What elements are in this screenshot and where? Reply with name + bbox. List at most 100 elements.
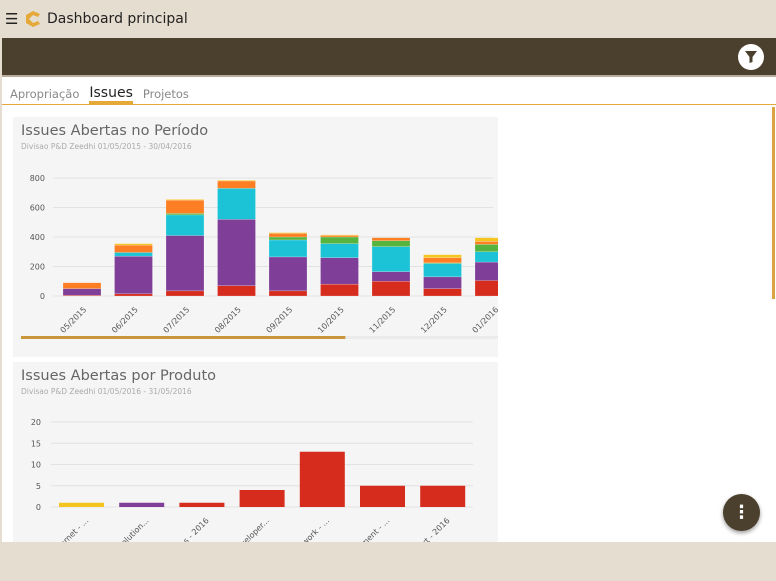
y-tick-label: 200 [30,263,45,272]
x-tick-label: 06/2015 [110,305,140,335]
bar-segment-cyan [114,252,153,257]
bar-segment-purple [217,219,256,286]
bar-segment-cyan [217,188,256,220]
bar [239,490,285,507]
x-tick-label: 09/2015 [265,305,295,335]
x-tick-label: 11/2015 [368,305,398,335]
x-tick-label: 07/2015 [162,305,192,335]
bar-segment-green [268,236,308,241]
x-tick-label: 08/2015 [213,305,243,335]
bar-chart: 0 5 10 15 20 Teknisa Cornet - ... Teknisa Solu… [31,418,473,542]
bar-segment-orange [114,244,153,253]
x-tick-label: Teknisa Cornet - ... [31,516,91,542]
bar-segment-red [165,290,205,297]
tab-bar: Apropriação Issues Projetos [2,77,776,105]
bar-segment-cyan [268,239,308,258]
bar-segment-green [320,236,359,244]
filter-icon [745,51,757,63]
hamburger-icon[interactable]: ☰ [5,10,19,28]
page-title: Dashboard principal [47,11,188,27]
x-tick-label: 12/2015 [419,305,449,335]
x-tick-label: Teknisa Solution... [92,516,150,542]
app-header: ☰ Dashboard principal [0,0,776,38]
bar-segment-red [423,288,462,297]
y-tick-label: 0 [40,292,45,301]
bar-segment-yellow [423,254,462,258]
chart-subtitle: Divisao P&D Zeedhi 01/05/2016 - 31/05/20… [21,387,192,396]
toolbar [2,38,776,75]
x-tick-label: 10/2015 [316,305,346,335]
bar-segment-cyan [320,243,359,258]
bar [420,485,466,507]
bar-segment-orange [423,257,462,264]
chart-title: Issues Abertas no Período [21,123,209,139]
bar-segment-yellow [217,179,256,182]
stacked-bar-chart: 0 200 400 600 800 05/2015 06/2015 07/2015 08/201… [21,174,498,339]
chart-title: Issues Abertas por Produto [21,368,216,384]
y-tick-label: 10 [31,461,41,470]
x-tick-label: 05/2015 [59,305,89,335]
app-logo [26,11,40,27]
chart-card-produto: Issues Abertas por Produto Divisao P&D Z… [13,362,498,542]
bar [299,451,345,507]
bar-segment-yellow [114,243,153,246]
x-tick-label: 01/2016 [471,305,498,335]
bar-segment-red [474,280,498,297]
bar-segment-orange [165,199,205,214]
x-tick-label: DevOps - 2016 [162,516,211,542]
bar [179,502,225,507]
tab-apropriacao[interactable]: Apropriação [10,87,80,101]
bar-segment-yellow [474,237,498,242]
bar-segment-purple [165,235,205,292]
tab-issues[interactable]: Issues [89,85,133,104]
bar-segment-purple [114,255,153,295]
y-tick-label: 400 [30,233,45,242]
vertical-scrollbar[interactable] [772,107,775,299]
more-options-button[interactable]: ⋮ [723,494,760,531]
filter-button[interactable] [738,44,764,70]
bar-segment-yellow [320,234,359,236]
bar-segment-orange [268,233,308,238]
bar-segment-yellow [268,232,308,234]
bar-segment-green [474,244,498,252]
bar-segment-purple [423,276,462,289]
y-tick-label: 20 [31,418,41,427]
more-vertical-icon: ⋮ [732,502,751,523]
bar-segment-red [371,281,411,297]
y-tick-label: 15 [31,439,41,448]
bar-segment-green [371,240,411,247]
y-tick-label: 600 [30,204,45,213]
bar [360,485,405,507]
bar-segment-purple [320,257,359,285]
horizontal-scrollbar-thumb[interactable] [21,336,346,339]
bar-segment-red [268,290,308,297]
bar-segment-purple [371,271,411,282]
chart-card-periodo: Issues Abertas no Período Divisao P&D Ze… [13,117,498,357]
bar-segment-orange [474,241,498,245]
y-tick-label: 5 [36,482,41,491]
bar-segment-cyan [165,214,205,236]
tab-projetos[interactable]: Projetos [142,87,189,101]
main-content: Apropriação Issues Projetos Issues Abert… [2,75,776,542]
x-tick-label: Zeedhi Developer... [209,516,271,542]
x-tick-label: Zmart - 2016 [408,516,452,542]
bar-segment-red [114,293,153,297]
bar [119,502,165,507]
bar-segment-yellow [165,199,205,201]
bar-segment-cyan [423,263,462,278]
x-tick-label: Zeedhi Framework - ... [261,516,331,542]
bar-segment-purple [474,261,498,281]
bar-segment-cyan [474,251,498,263]
y-tick-label: 0 [36,503,41,512]
bar-segment-cyan [371,246,411,272]
bar-segment-purple [62,288,102,296]
bar-segment-orange [62,282,102,289]
chart-subtitle: Divisao P&D Zeedhi 01/05/2015 - 30/04/20… [21,142,192,151]
bar-segment-red [320,283,359,297]
y-tick-label: 800 [30,174,45,183]
bar-segment-orange [371,237,411,241]
bar [59,502,104,507]
bar-segment-red [217,285,256,297]
bar-segment-orange [217,180,256,189]
bar-segment-purple [268,256,308,292]
